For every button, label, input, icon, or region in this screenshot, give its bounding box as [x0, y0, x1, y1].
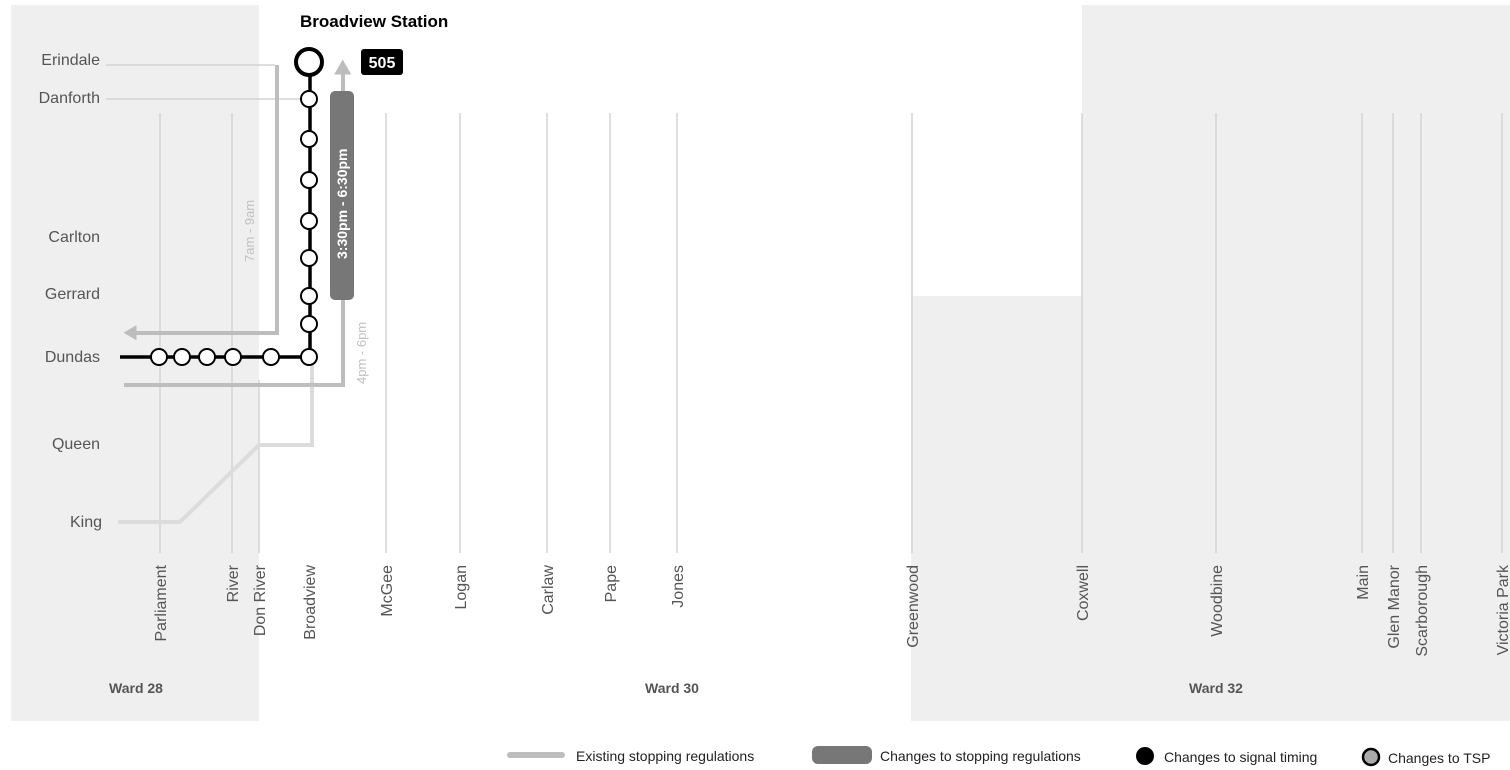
station-title: Broadview Station [300, 12, 448, 31]
street-label-greenwood: Greenwood [905, 565, 922, 648]
street-label-carlaw: Carlaw [540, 565, 557, 615]
stop [262, 348, 280, 366]
stop [198, 348, 216, 366]
street-label-main: Main [1355, 565, 1372, 600]
street-label-danforth: Danforth [39, 90, 100, 107]
street-label-coxwell: Coxwell [1075, 565, 1092, 621]
stop [173, 348, 191, 366]
legend: Existing stopping regulations Changes to… [507, 746, 1490, 767]
stop-carlton-gerrard [300, 249, 318, 267]
east-west-labels: Erindale Danforth Carlton Gerrard Dundas… [39, 52, 102, 531]
legend-swatch-changes-stopping [812, 746, 872, 764]
pm-change-bar [330, 91, 354, 300]
ward-shading [11, 5, 1510, 721]
street-label-glen-manor: Glen Manor [1386, 564, 1403, 648]
ward-32-area-west [911, 296, 1082, 721]
stop [300, 212, 318, 230]
street-label-erindale: Erindale [41, 52, 100, 69]
legend-swatch-changes-tsp [1361, 747, 1381, 767]
street-label-river: River [225, 564, 242, 602]
ward-label-28: Ward 28 [109, 680, 163, 696]
stop-parliament [150, 348, 168, 366]
stop-river [224, 348, 242, 366]
ward-label-32: Ward 32 [1189, 680, 1243, 696]
street-label-woodbine: Woodbine [1209, 565, 1226, 637]
street-label-victoria-park: Victoria Park [1495, 564, 1510, 655]
legend-label-changes-tsp: Changes to TSP [1388, 750, 1490, 766]
legend-label-changes-signal: Changes to signal timing [1164, 749, 1317, 765]
street-label-pape: Pape [603, 565, 620, 602]
street-label-mcgee: McGee [379, 565, 396, 617]
street-label-jones: Jones [670, 565, 687, 608]
legend-swatch-existing-stopping [507, 752, 565, 758]
ward-labels: Ward 28 Ward 30 Ward 32 [109, 680, 1243, 696]
legend-label-changes-stopping: Changes to stopping regulations [880, 748, 1081, 764]
street-label-queen: Queen [52, 436, 100, 453]
am-existing-label: 7am - 9am [242, 200, 257, 262]
north-south-street-lines [159, 113, 1503, 553]
legend-swatch-changes-signal [1136, 747, 1154, 765]
street-label-carlton: Carlton [48, 229, 100, 246]
east-west-street-lines [106, 64, 305, 100]
am-existing-path [128, 65, 279, 335]
am-existing-arrowhead [123, 325, 137, 340]
ward-28-area [11, 5, 259, 721]
stop-gerrard [300, 287, 318, 305]
pm-change-label: 3:30pm - 6:30pm [334, 149, 350, 259]
street-label-dundas: Dundas [45, 349, 100, 366]
street-label-parliament: Parliament [153, 564, 170, 641]
route-badge-label: 505 [369, 55, 396, 72]
street-label-broadview: Broadview [302, 565, 319, 640]
broadview-station-stop [294, 47, 324, 77]
street-label-logan: Logan [453, 565, 470, 610]
stop-danforth [300, 90, 318, 108]
north-south-labels: Parliament River Don River Broadview McG… [153, 564, 1510, 657]
street-label-king: King [70, 514, 102, 531]
ward-32-area-east [1082, 5, 1510, 721]
street-label-scarborough: Scarborough [1414, 565, 1431, 657]
stop [300, 315, 318, 333]
pm-existing-label: 4pm - 6pm [354, 322, 369, 384]
stop [300, 130, 318, 148]
pm-existing-arrowhead [334, 59, 351, 75]
king-queen-existing-path [118, 360, 314, 524]
ward-label-30: Ward 30 [645, 680, 699, 696]
street-label-gerrard: Gerrard [45, 286, 100, 303]
route-stops [150, 47, 324, 366]
legend-label-existing-stopping: Existing stopping regulations [576, 748, 754, 764]
stop [300, 171, 318, 189]
route-badge [361, 49, 403, 75]
street-label-don-river: Don River [252, 564, 269, 636]
stop-broadview-dundas [300, 348, 318, 366]
